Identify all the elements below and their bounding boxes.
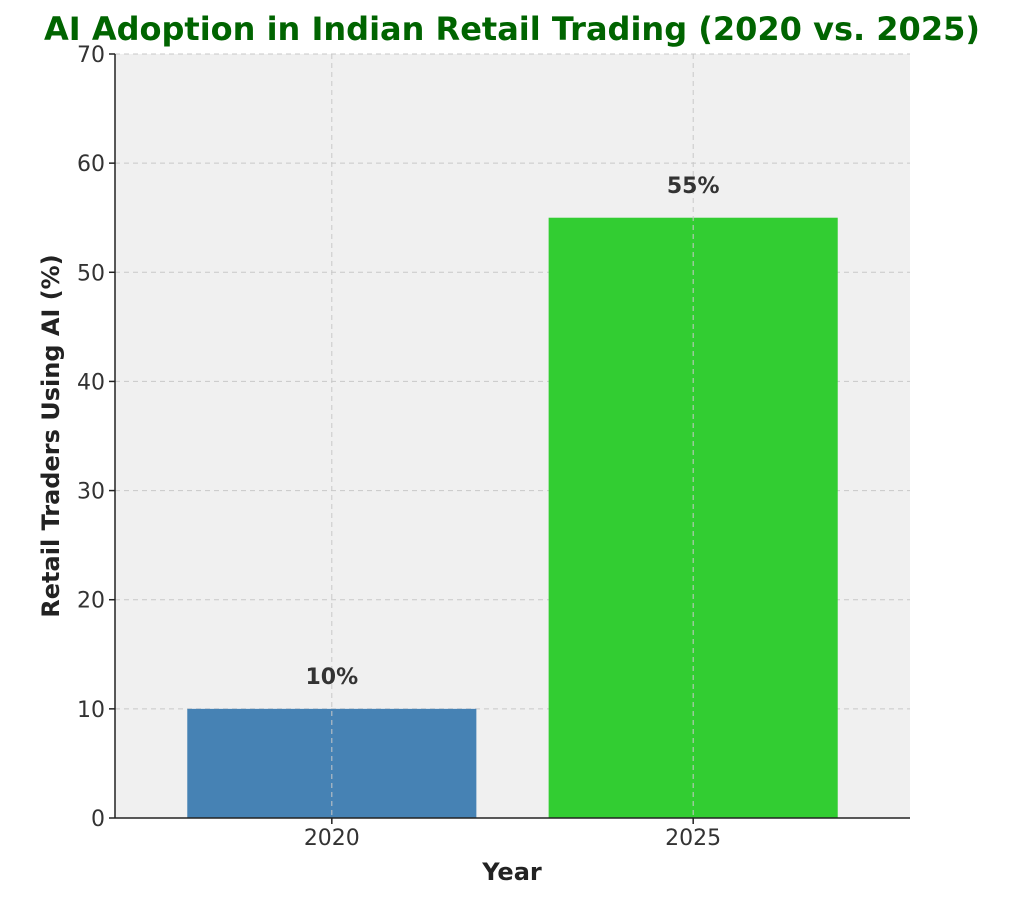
data-label-2020: 10% [305,665,358,690]
y-axis-label: Retail Traders Using AI (%) [37,254,65,617]
data-labels: 10% 55% [305,174,719,690]
x-tick-label: 2025 [665,826,721,851]
y-tick-label: 10 [77,698,105,723]
y-axis-ticks: 0 10 20 30 40 50 60 70 [77,43,115,832]
vertical-grid [331,54,694,818]
x-tick-label: 2020 [304,826,360,851]
y-tick-label: 50 [77,261,105,286]
y-tick-label: 70 [77,43,105,68]
data-label-2025: 55% [667,174,720,199]
x-axis-ticks: 2020 2025 [304,818,721,851]
y-tick-label: 0 [91,807,105,832]
y-tick-label: 40 [77,370,105,395]
grid [115,53,910,710]
x-axis-label: Year [481,858,542,886]
y-tick-label: 20 [77,589,105,614]
y-tick-label: 30 [77,480,105,505]
chart-title: AI Adoption in Indian Retail Trading (20… [44,10,980,48]
bar-2020 [187,708,477,818]
y-tick-label: 60 [77,152,105,177]
